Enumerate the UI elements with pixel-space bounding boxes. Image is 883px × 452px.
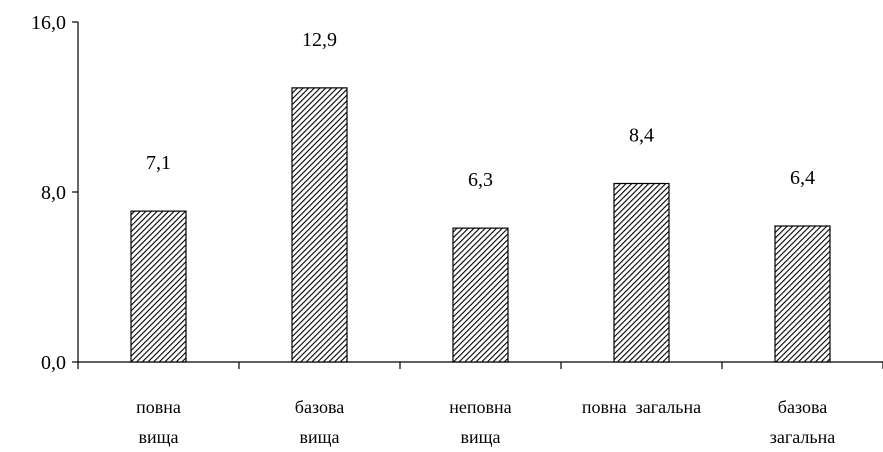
labels: 7,1 повна вища 12,9 базова вища 6,3 неповна вища… bbox=[136, 29, 835, 447]
bar bbox=[452, 227, 509, 363]
y-tick-label: 0,0 bbox=[41, 352, 66, 374]
x-tick-label: вища bbox=[139, 427, 179, 447]
x-tick-label: загальна bbox=[770, 427, 835, 447]
axes: 0,0 8,0 16,0 bbox=[31, 12, 883, 374]
bar bbox=[774, 225, 831, 363]
bars bbox=[130, 87, 831, 363]
x-tick-label: повна bbox=[136, 397, 181, 417]
y-tick-label: 8,0 bbox=[41, 182, 66, 204]
bar bbox=[130, 210, 187, 363]
bar bbox=[291, 87, 348, 363]
data-label: 7,1 bbox=[146, 152, 171, 174]
x-tick-label: вища bbox=[461, 427, 501, 447]
data-label: 6,4 bbox=[790, 167, 815, 189]
x-tick-label: вища bbox=[300, 427, 340, 447]
y-tick-label: 16,0 bbox=[31, 12, 66, 34]
data-label: 8,4 bbox=[629, 125, 654, 147]
x-tick-label: неповна bbox=[449, 397, 511, 417]
data-label: 12,9 bbox=[302, 29, 337, 51]
data-label: 6,3 bbox=[468, 169, 493, 191]
x-tick-label: повна загальна bbox=[582, 397, 701, 417]
x-tick-label: базова bbox=[295, 397, 344, 417]
x-tick-label: базова bbox=[778, 397, 827, 417]
bar bbox=[613, 182, 670, 363]
